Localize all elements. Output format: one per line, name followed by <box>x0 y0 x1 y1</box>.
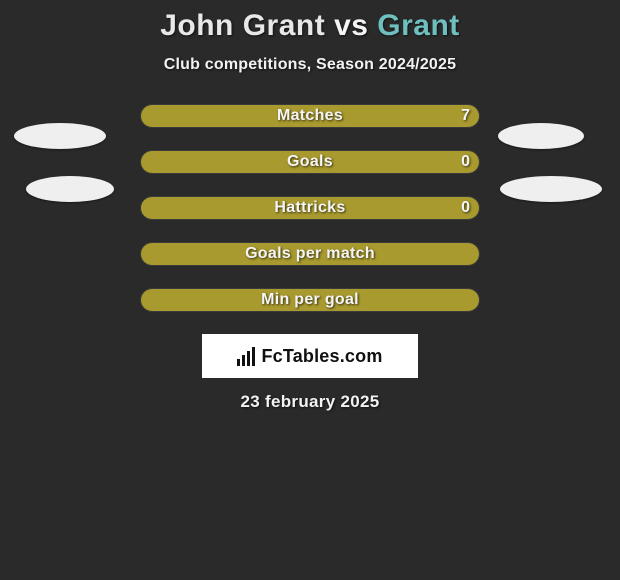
stat-bar-track <box>140 242 480 266</box>
subtitle: Club competitions, Season 2024/2025 <box>0 56 620 74</box>
stat-bar-fill <box>141 289 479 311</box>
stat-row: Goals0 <box>0 150 620 176</box>
decorative-ellipse <box>500 176 602 202</box>
player1-name: John Grant <box>160 9 325 42</box>
stat-bar-track <box>140 288 480 312</box>
stat-bar-fill <box>141 151 479 173</box>
page-title: John Grant vs Grant <box>0 8 620 44</box>
decorative-ellipse <box>498 123 584 149</box>
player2-name: Grant <box>377 9 460 42</box>
stat-row: Min per goal <box>0 288 620 314</box>
logo-text: FcTables.com <box>261 346 382 367</box>
comparison-card: John Grant vs Grant Club competitions, S… <box>0 0 620 412</box>
stat-bar-fill <box>141 243 479 265</box>
source-logo: FcTables.com <box>202 334 418 378</box>
decorative-ellipse <box>26 176 114 202</box>
bars-icon <box>237 346 255 366</box>
stat-bar-track <box>140 104 480 128</box>
vs-label: vs <box>334 9 368 42</box>
date-label: 23 february 2025 <box>0 392 620 412</box>
decorative-ellipse <box>14 123 106 149</box>
stat-row: Goals per match <box>0 242 620 268</box>
stat-bar-track <box>140 150 480 174</box>
stat-bar-fill <box>141 197 479 219</box>
stat-bar-fill <box>141 105 479 127</box>
stat-bar-track <box>140 196 480 220</box>
